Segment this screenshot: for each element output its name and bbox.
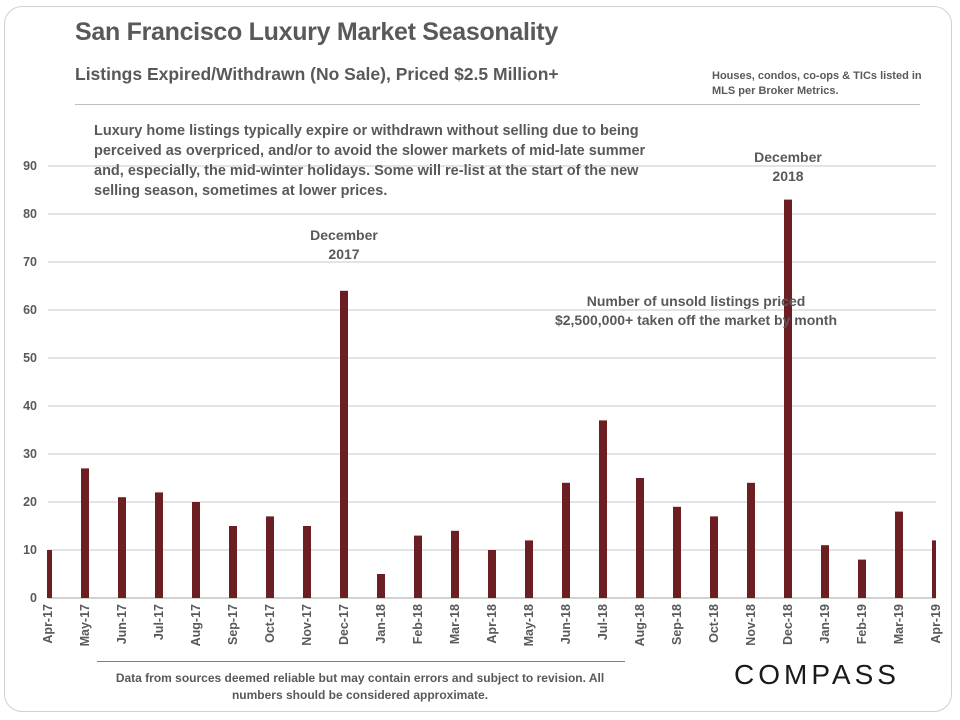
bar <box>451 530 459 598</box>
annotation-text: 2018 <box>772 168 803 184</box>
bar <box>229 526 237 598</box>
bar <box>710 516 718 598</box>
y-tick-label: 60 <box>23 303 37 317</box>
bar <box>488 550 496 598</box>
y-tick-label: 70 <box>23 255 37 269</box>
compass-logo: COMPASS <box>734 659 900 690</box>
bar <box>821 545 829 598</box>
disclaimer-text: Data from sources deemed reliable but ma… <box>115 671 605 702</box>
gridlines <box>48 165 936 599</box>
annotation-text: 2017 <box>328 246 359 262</box>
bar <box>747 482 755 598</box>
bar <box>599 420 607 598</box>
bar <box>525 540 533 598</box>
x-tick-label: Feb-19 <box>855 604 869 644</box>
y-tick-label: 40 <box>23 399 37 413</box>
y-tick-label: 10 <box>23 543 37 557</box>
x-tick-label: Jan-19 <box>818 604 832 644</box>
x-tick-label: Aug-18 <box>633 604 647 646</box>
y-tick-label: 50 <box>23 351 37 365</box>
y-tick-label: 80 <box>23 207 37 221</box>
x-tick-label: Oct-18 <box>707 604 721 643</box>
bar <box>858 559 866 598</box>
annotation-text: December <box>310 227 378 243</box>
x-tick-label: May-18 <box>522 604 536 646</box>
x-tick-label: Oct-17 <box>263 604 277 643</box>
x-tick-label: Apr-19 <box>929 604 943 644</box>
y-axis-ticks: 0 10 20 30 40 50 60 70 80 90 <box>23 159 37 605</box>
x-tick-label: Sep-17 <box>226 604 240 645</box>
x-tick-label: Jun-17 <box>115 604 129 644</box>
y-tick-label: 30 <box>23 447 37 461</box>
x-tick-label: Feb-18 <box>411 604 425 644</box>
x-tick-label: Dec-17 <box>337 604 351 645</box>
bar <box>562 482 570 598</box>
bar <box>118 497 126 598</box>
bar <box>266 516 274 598</box>
x-tick-label: Apr-18 <box>485 604 499 644</box>
annotation-text: $2,500,000+ taken off the market by mont… <box>555 312 837 328</box>
x-tick-label: Jan-18 <box>374 604 388 644</box>
bar <box>932 540 936 598</box>
bar <box>414 535 422 598</box>
x-tick-label: Apr-17 <box>41 604 55 644</box>
y-tick-label: 0 <box>30 591 37 605</box>
bar <box>673 506 681 598</box>
x-tick-label: Nov-17 <box>300 604 314 646</box>
x-tick-label: Jun-18 <box>559 604 573 644</box>
y-tick-label: 20 <box>23 495 37 509</box>
x-tick-label: Jul-18 <box>596 604 610 640</box>
annotations: December 2017 December 2018 Number of unsold… <box>310 149 837 328</box>
source-note: Houses, condos, co-ops & TICs listed in … <box>712 70 922 97</box>
y-tick-label: 90 <box>23 159 37 173</box>
bar <box>377 574 385 598</box>
x-tick-label: Sep-18 <box>670 604 684 645</box>
x-tick-label: Nov-18 <box>744 604 758 646</box>
chart-subtitle: Listings Expired/Withdrawn (No Sale), Pr… <box>75 64 559 84</box>
bar <box>303 526 311 598</box>
bar <box>47 550 52 598</box>
bar <box>895 511 903 598</box>
bar <box>81 468 89 598</box>
chart-title: San Francisco Luxury Market Seasonality <box>75 18 558 46</box>
bar <box>784 199 792 598</box>
bar <box>636 478 644 598</box>
header-divider <box>75 104 920 105</box>
bar <box>340 290 348 598</box>
x-tick-label: May-17 <box>78 604 92 646</box>
x-axis-ticks: Apr-17 May-17 Jun-17 Jul-17 Aug-17 Sep-17 Oct-… <box>41 604 943 646</box>
footer-divider <box>97 661 625 662</box>
bars <box>47 199 936 598</box>
annotation-text: Number of unsold listings priced <box>587 293 806 309</box>
x-tick-label: Mar-19 <box>892 604 906 644</box>
x-tick-label: Jul-17 <box>152 604 166 640</box>
x-tick-label: Aug-17 <box>189 604 203 646</box>
bar <box>192 502 200 598</box>
x-tick-label: Dec-18 <box>781 604 795 645</box>
bar <box>155 492 163 598</box>
x-tick-label: Mar-18 <box>448 604 462 644</box>
chart-frame <box>4 6 952 712</box>
intro-text: Luxury home listings typically expire or… <box>94 123 646 199</box>
annotation-text: December <box>754 149 822 165</box>
